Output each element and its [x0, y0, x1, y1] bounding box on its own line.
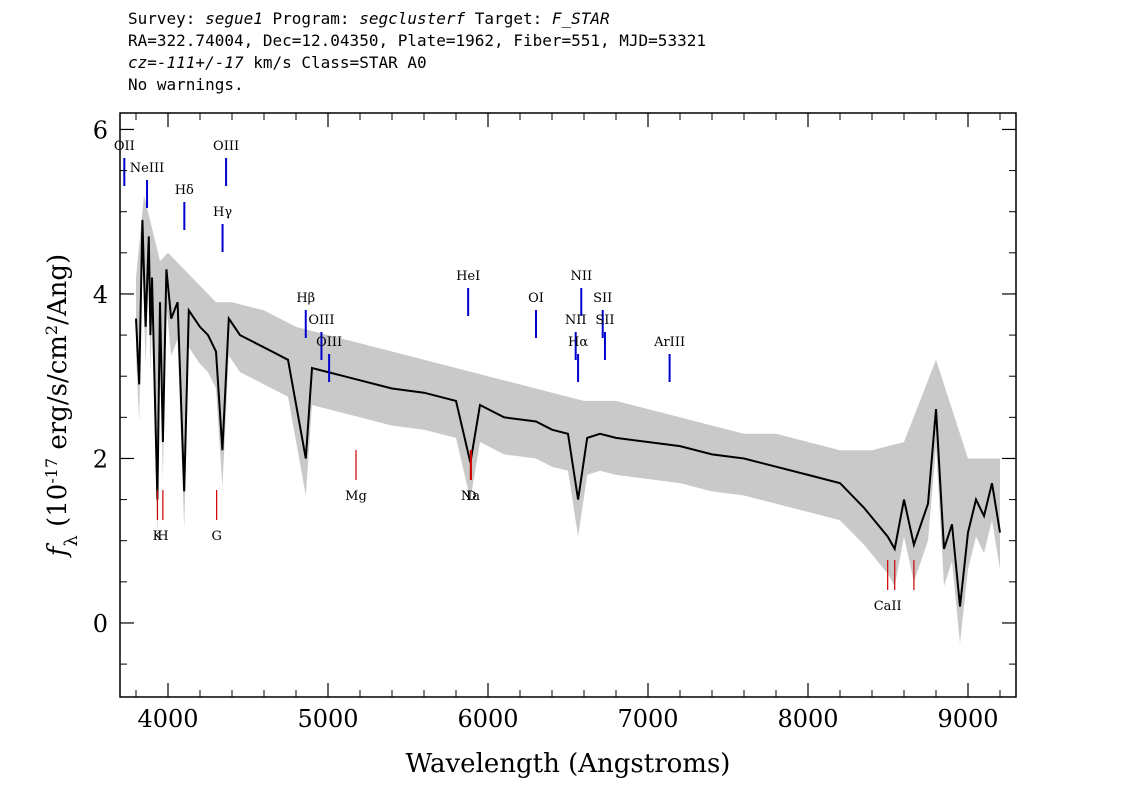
emission-line-label: NII: [570, 269, 592, 284]
y-axis-label: fλ (10-17 erg/s/cm2/Ang): [42, 254, 82, 558]
y-axis-label-part: /Ang): [43, 254, 73, 325]
survey-name: segue1: [205, 9, 263, 28]
program-name: segclusterf: [359, 9, 466, 28]
flux-line: [135, 219, 1001, 607]
emission-line-label: Hδ: [175, 183, 194, 198]
plot-frame: [119, 112, 1017, 698]
header-line-survey: Survey: segue1 Program: segclusterf Targ…: [128, 9, 610, 28]
series-group: [135, 195, 1001, 644]
axis-ticks: 4000 5000 6000 7000 8000 9000 0 2 4 6: [93, 113, 1016, 733]
x-tick-label: 4000: [137, 705, 198, 733]
emission-line-label: OI: [528, 291, 544, 306]
y-tick-label: 4: [93, 281, 108, 309]
redshift-value: cz=-111+/-17: [128, 53, 244, 72]
emission-line-label: NII: [565, 313, 587, 328]
error-envelope: [136, 195, 1000, 644]
header-line-redshift: cz=-111+/-17 km/s Class=STAR A0: [128, 53, 427, 72]
emission-line-label: OIII: [316, 335, 342, 350]
y-tick-label: 2: [93, 445, 108, 473]
emission-line-label: NeIII: [130, 161, 164, 176]
x-tick-label: 6000: [457, 705, 518, 733]
y-axis-label-part: (10: [43, 484, 73, 536]
y-axis-label-part: erg/s/cm: [43, 335, 73, 458]
y-tick-label: 6: [93, 116, 108, 144]
y-axis-label-part: λ: [61, 535, 82, 546]
absorption-lines: KH G Mg NaD CaII: [153, 450, 915, 614]
emission-line-label: Hα: [568, 335, 588, 350]
emission-line-label: OIII: [308, 313, 334, 328]
emission-line-label: Hβ: [296, 291, 315, 306]
plot-area: OIINeIIIHδHγOIIIHβOIIIOIIIHeIOINIIHαNIIS…: [114, 139, 1001, 644]
header-line-warnings: No warnings.: [128, 75, 244, 94]
emission-lines: OIINeIIIHδHγOIIIHβOIIIOIIIHeIOINIIHαNIIS…: [114, 139, 685, 382]
emission-line-label: OIII: [213, 139, 239, 154]
absorption-line-label: H: [157, 529, 168, 544]
absorption-line-label: K: [153, 529, 163, 544]
emission-line-label: HeI: [456, 269, 480, 284]
target-name: F_STAR: [551, 9, 610, 28]
y-axis-label-part: -17: [42, 458, 61, 484]
x-tick-label: 5000: [297, 705, 358, 733]
x-tick-label: 8000: [777, 705, 838, 733]
emission-line-label: SII: [595, 313, 614, 328]
x-tick-label: 9000: [937, 705, 998, 733]
y-axis-label-part: 2: [42, 325, 61, 335]
absorption-line-label: Na: [461, 489, 480, 504]
emission-line-label: SII: [593, 291, 612, 306]
absorption-line-label: CaII: [874, 599, 902, 614]
header-line-coordinates: RA=322.74004, Dec=12.04350, Plate=1962, …: [128, 31, 706, 50]
absorption-line-label: D: [466, 489, 476, 504]
emission-line-label: Hγ: [213, 205, 232, 220]
emission-line-label: OII: [114, 139, 135, 154]
spectrum-header: Survey: segue1 Program: segclusterf Targ…: [128, 8, 706, 96]
absorption-line-label: Mg: [345, 489, 367, 504]
x-tick-label: 7000: [617, 705, 678, 733]
emission-line-label: ArIII: [653, 335, 685, 350]
absorption-line-label: G: [211, 529, 221, 544]
x-axis-label: Wavelength (Angstroms): [406, 749, 731, 779]
y-tick-label: 0: [93, 610, 108, 638]
